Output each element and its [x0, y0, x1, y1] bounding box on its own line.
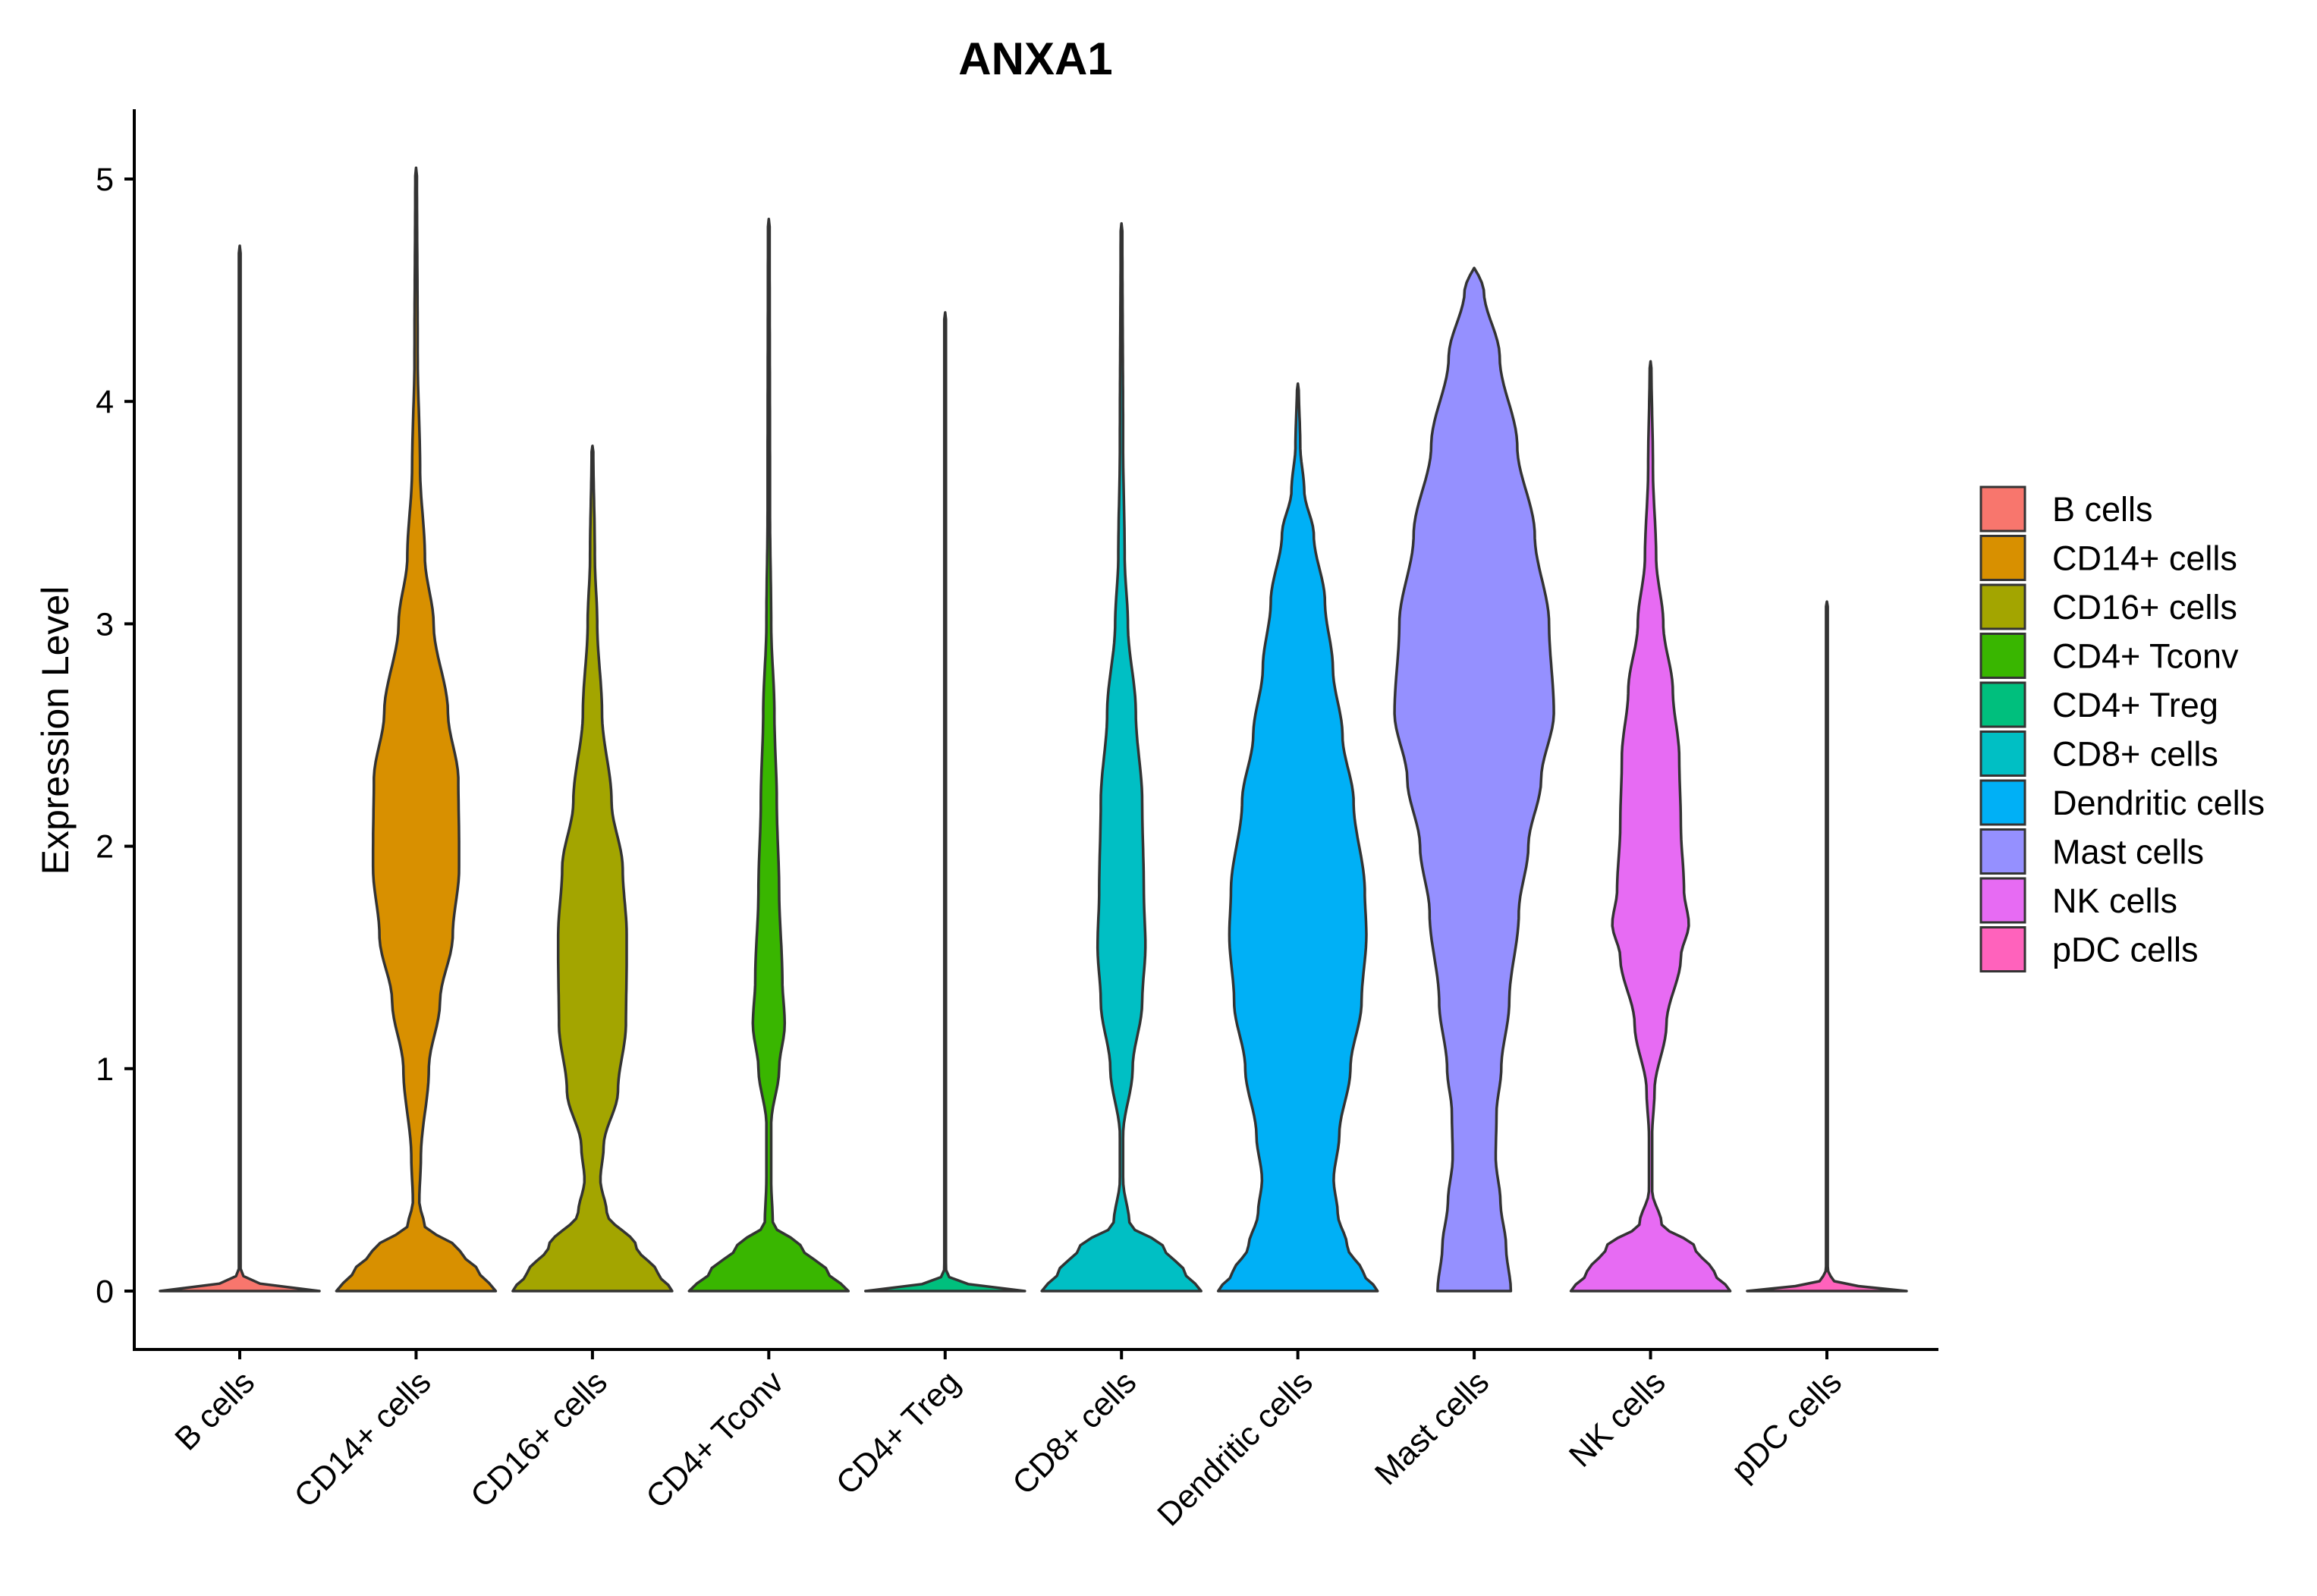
violin-cd4-treg	[864, 311, 1026, 1293]
violin-cd16-cells	[511, 445, 674, 1293]
legend-label-dendritic-cells: Dendritic cells	[2052, 784, 2265, 822]
legend-swatch-cd4-tconv	[1979, 633, 2026, 679]
x-tick-label: CD4+ Tconv	[640, 1364, 791, 1516]
legend-label-cd4-treg: CD4+ Treg	[2052, 686, 2218, 724]
legend-label-pdc-cells: pDC cells	[2052, 931, 2199, 969]
legend-label-b-cells: B cells	[2052, 490, 2153, 529]
y-tick-label: 2	[96, 829, 114, 866]
violin-cd4-tconv	[687, 218, 850, 1293]
violin-cd8-cells	[1040, 221, 1203, 1293]
violin-nk-cells	[1569, 360, 1732, 1293]
legend: B cells CD14+ cells CD16+ cells CD4+ Tconv C…	[1979, 485, 2265, 972]
legend-swatch-mast-cells	[1979, 828, 2026, 875]
y-axis-label: Expression Level	[34, 586, 77, 875]
violin-layer	[159, 166, 1908, 1293]
legend-label-cd8-cells: CD8+ cells	[2052, 735, 2218, 774]
chart-title: ANXA1	[958, 33, 1112, 84]
legend-swatch-pdc-cells	[1979, 926, 2026, 972]
legend-swatch-cd16-cells	[1979, 583, 2026, 630]
x-tick-label: CD4+ Treg	[829, 1364, 967, 1502]
legend-label-cd16-cells: CD16+ cells	[2052, 588, 2237, 627]
x-tick-label: B cells	[168, 1364, 263, 1458]
legend-label-mast-cells: Mast cells	[2052, 833, 2204, 872]
x-tick-label: Dendritic cells	[1151, 1364, 1320, 1533]
legend-swatch-nk-cells	[1979, 877, 2026, 924]
x-tick-label: pDC cells	[1724, 1364, 1849, 1488]
y-tick-label: 4	[96, 384, 114, 420]
legend-label-cd14-cells: CD14+ cells	[2052, 539, 2237, 578]
legend-swatch-cd8-cells	[1979, 730, 2026, 777]
x-tick-label: CD8+ cells	[1005, 1364, 1143, 1502]
x-tick-label: CD14+ cells	[288, 1364, 439, 1515]
legend-swatch-cd14-cells	[1979, 535, 2026, 581]
x-tick-label: CD16+ cells	[464, 1364, 615, 1515]
y-axis-ticks: 0 1 2 3 4 5	[96, 162, 134, 1310]
x-tick-label: NK cells	[1562, 1364, 1672, 1474]
legend-swatch-dendritic-cells	[1979, 779, 2026, 826]
y-tick-label: 0	[96, 1274, 114, 1310]
violin-mast-cells	[1393, 266, 1555, 1293]
legend-swatch-cd4-treg	[1979, 681, 2026, 728]
y-tick-label: 3	[96, 606, 114, 642]
y-tick-label: 1	[96, 1051, 114, 1088]
legend-swatch-b-cells	[1979, 485, 2026, 533]
violin-cd14-cells	[335, 166, 498, 1293]
x-tick-label: Mast cells	[1368, 1364, 1496, 1492]
y-tick-label: 5	[96, 162, 114, 198]
violin-dendritic-cells	[1216, 382, 1379, 1293]
legend-label-cd4-tconv: CD4+ Tconv	[2052, 637, 2239, 676]
violin-b-cells	[159, 244, 321, 1293]
violin-pdc-cells	[1746, 600, 1908, 1293]
legend-label-nk-cells: NK cells	[2052, 881, 2177, 920]
x-axis-ticks: B cells CD14+ cells CD16+ cells CD4+ Tconv C…	[168, 1349, 1849, 1533]
